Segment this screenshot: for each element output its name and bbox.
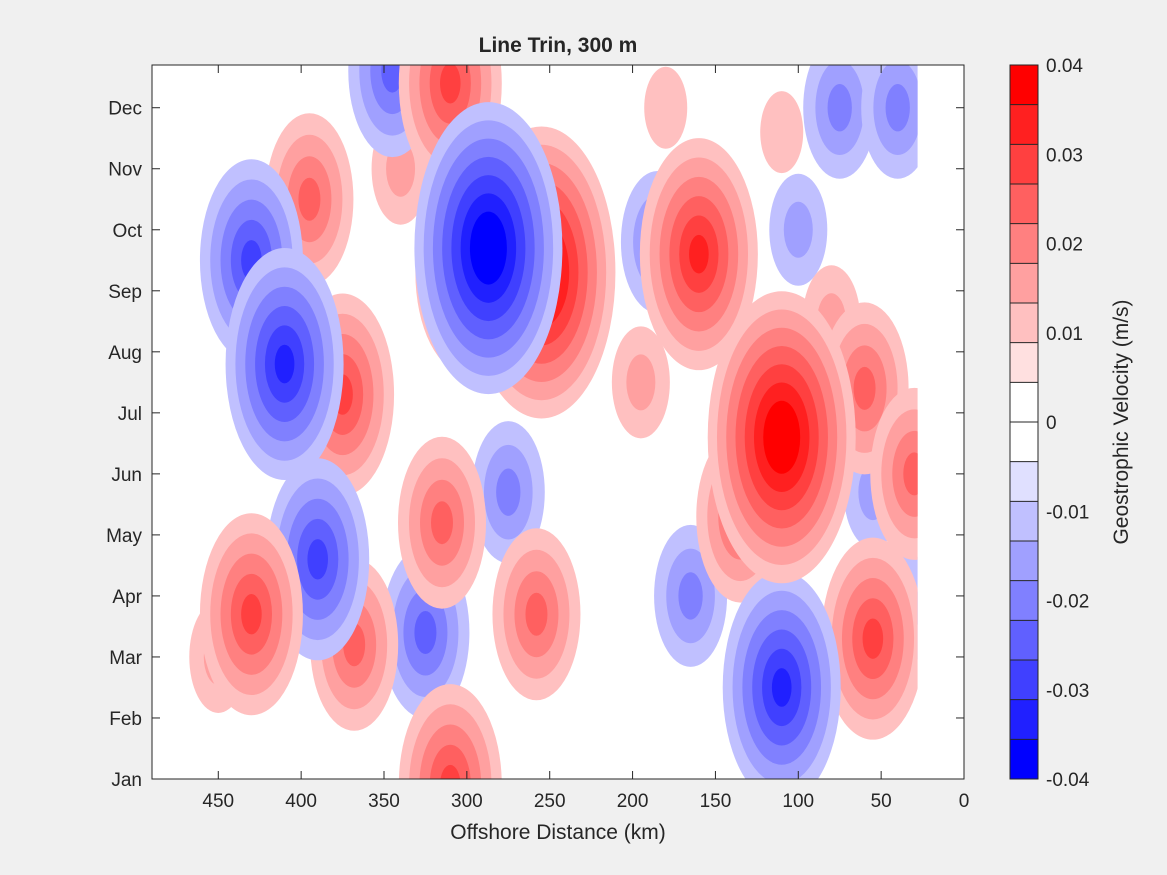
contour-band <box>525 592 548 636</box>
colorbar-tick-label: -0.01 <box>1046 502 1089 523</box>
x-tick-label: 300 <box>451 791 483 812</box>
contour-band <box>689 234 709 274</box>
colorbar-swatch <box>1010 541 1038 582</box>
y-tick-label: Jun <box>111 465 142 486</box>
contour-band <box>760 91 804 174</box>
contour-band <box>414 611 437 655</box>
x-tick-label: 450 <box>202 791 234 812</box>
contour-band <box>439 65 461 104</box>
colorbar-tick-label: 0.04 <box>1046 56 1083 77</box>
contour-band <box>274 344 295 384</box>
contour-band <box>440 764 461 779</box>
colorbar-swatch <box>1010 382 1038 423</box>
contour-band <box>853 366 876 410</box>
x-tick-label: 250 <box>534 791 566 812</box>
contour-band <box>678 572 703 620</box>
colorbar-tick-label: 0.03 <box>1046 145 1083 166</box>
y-tick-label: Sep <box>108 282 142 303</box>
colorbar-tick-label: 0 <box>1046 413 1057 434</box>
x-tick-label: 0 <box>959 791 970 812</box>
y-tick-label: Nov <box>108 160 142 181</box>
colorbar-swatch <box>1010 580 1038 621</box>
contour-band <box>429 744 471 779</box>
axes-box <box>151 64 965 780</box>
colorbar-swatch <box>1010 144 1038 185</box>
colorbar-tick-label: -0.03 <box>1046 681 1089 702</box>
x-tick-label: 50 <box>871 791 892 812</box>
colorbar-swatch <box>1010 223 1038 264</box>
colorbar: 0.04 0.03 0.02 0.01 0 -0.01 -0.02 -0.03 -0.04 <box>1009 56 1090 791</box>
chart-title: Line Trin, 300 m <box>479 34 638 57</box>
colorbar-swatch <box>1010 739 1038 780</box>
y-tick-label: Jan <box>111 770 142 791</box>
colorbar-swatch <box>1010 660 1038 701</box>
y-tick-label: Feb <box>109 709 142 730</box>
colorbar-swatch <box>1010 104 1038 145</box>
plot-area <box>152 65 964 779</box>
colorbar-tick-label: -0.04 <box>1046 770 1090 791</box>
colorbar-swatch <box>1010 263 1038 304</box>
colorbar-swatch <box>1010 699 1038 740</box>
y-tick-label: Aug <box>108 343 142 364</box>
colorbar-frame <box>1009 64 1039 780</box>
x-axis: 450 400 350 300 250 200 150 100 50 0 <box>202 65 969 812</box>
contour-band <box>307 539 329 580</box>
colorbar-swatch <box>1010 342 1038 383</box>
contour-band <box>862 618 884 659</box>
contour-band <box>771 668 792 707</box>
colorbar-tick-label: 0.02 <box>1046 235 1083 256</box>
colorbar-tick-label: 0.01 <box>1046 324 1083 345</box>
y-tick-label: May <box>106 526 142 547</box>
x-tick-label: 100 <box>782 791 814 812</box>
x-tick-label: 150 <box>700 791 732 812</box>
x-tick-label: 400 <box>285 791 317 812</box>
colorbar-tick-label: -0.02 <box>1046 592 1089 613</box>
colorbar-swatch <box>1010 501 1038 542</box>
colorbar-swatch <box>1010 461 1038 502</box>
contour-band <box>496 468 521 516</box>
contour-band <box>644 66 688 149</box>
colorbar-swatch <box>1010 184 1038 225</box>
y-tick-label: Mar <box>109 648 142 669</box>
y-tick-label: Oct <box>112 221 142 242</box>
colorbar-swatch <box>1010 422 1038 463</box>
contour-band <box>827 84 852 132</box>
contour-band <box>626 354 656 411</box>
colorbar-swatch <box>1010 620 1038 661</box>
contour-band <box>903 452 918 496</box>
colorbar-swatch <box>1010 303 1038 344</box>
contour-band <box>783 201 813 258</box>
y-tick-label: Apr <box>112 587 142 608</box>
y-tick-label: Dec <box>108 99 142 120</box>
y-axis: Jan Feb Mar Apr May Jun Jul Aug Sep Oct Nov Dec <box>106 99 964 791</box>
colorbar-swatch <box>1010 65 1038 106</box>
contour-band <box>431 501 453 545</box>
contour-field <box>189 65 918 779</box>
x-axis-label: Offshore Distance (km) <box>450 821 666 844</box>
contour-band <box>772 419 791 456</box>
y-tick-label: Jul <box>118 404 142 425</box>
contour-band <box>885 84 910 132</box>
colorbar-label: Geostrophic Velocity (m/s) <box>1110 299 1133 544</box>
contour-band <box>241 594 262 635</box>
x-tick-label: 350 <box>368 791 400 812</box>
x-tick-label: 200 <box>617 791 649 812</box>
contour-band <box>298 177 321 221</box>
contour-band <box>381 65 404 93</box>
contour-band <box>479 229 498 267</box>
